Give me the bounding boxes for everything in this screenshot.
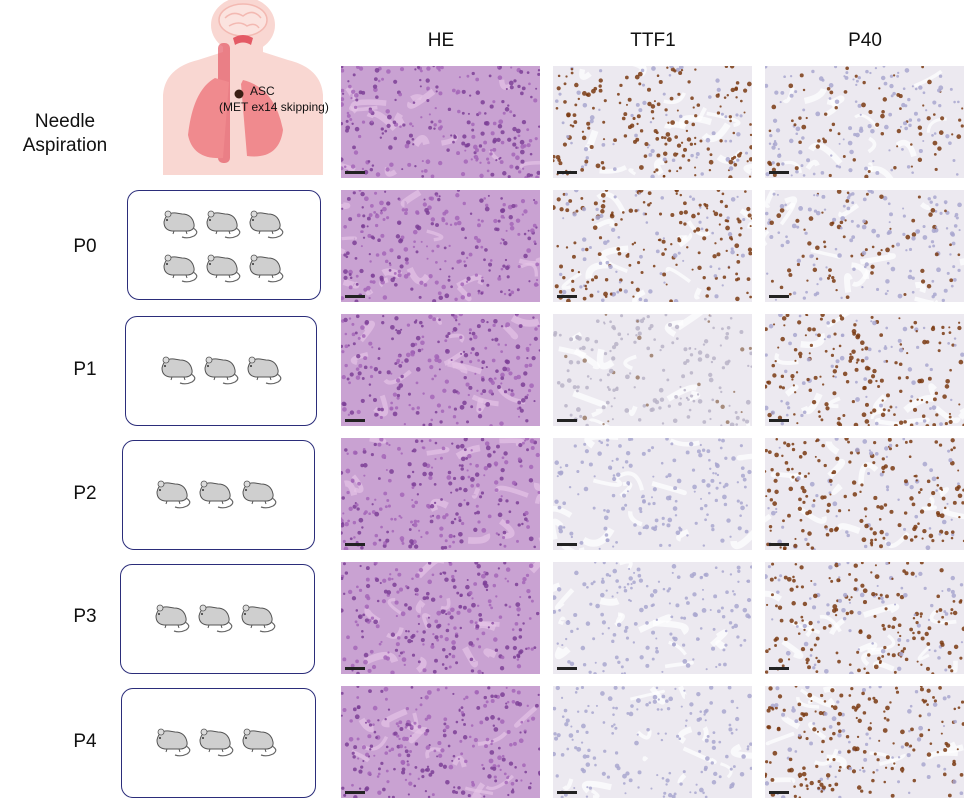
tile-p40-row4 xyxy=(765,562,964,674)
brain-icon xyxy=(218,3,268,37)
scale-bar xyxy=(769,295,789,298)
mouse-icon xyxy=(160,250,200,289)
column-header-he: HE xyxy=(427,30,455,51)
annotation-asc: ASC xyxy=(250,84,275,98)
scale-bar xyxy=(557,543,577,546)
mouse-icon xyxy=(203,206,243,245)
mouse-icon xyxy=(246,206,286,245)
mouse-icon xyxy=(153,476,193,515)
scale-bar xyxy=(769,667,789,670)
scale-bar xyxy=(345,791,365,794)
tile-ttf1-row0 xyxy=(553,66,752,178)
tile-ttf1-row4 xyxy=(553,562,752,674)
tile-p40-row5 xyxy=(765,686,964,798)
scale-bar xyxy=(345,171,365,174)
mouse-icon xyxy=(152,600,192,639)
mouse-icon xyxy=(203,250,243,289)
tile-p40-row1 xyxy=(765,190,964,302)
tile-he-row5 xyxy=(341,686,540,798)
mouse-icon xyxy=(244,352,284,391)
row-label-p3: P3 xyxy=(73,606,97,627)
lungs-icon xyxy=(188,78,283,159)
mouse-icon xyxy=(239,724,279,763)
mouse-icon xyxy=(238,600,278,639)
scale-bar xyxy=(769,171,789,174)
row-label-needle-aspiration: Needle Aspiration xyxy=(10,110,120,158)
row-label-p1: P1 xyxy=(73,359,97,380)
tile-ttf1-row5 xyxy=(553,686,752,798)
mouse-icon xyxy=(158,352,198,391)
scale-bar xyxy=(557,791,577,794)
scale-bar xyxy=(557,171,577,174)
tumor-marker-icon xyxy=(234,89,244,99)
scale-bar xyxy=(769,791,789,794)
tile-he-row2 xyxy=(341,314,540,426)
scale-bar xyxy=(557,667,577,670)
tile-ttf1-row1 xyxy=(553,190,752,302)
tile-he-row3 xyxy=(341,438,540,550)
mouse-icon xyxy=(246,250,286,289)
tile-ttf1-row2 xyxy=(553,314,752,426)
row-label-p0: P0 xyxy=(73,236,97,257)
human-torso-illustration xyxy=(163,0,323,175)
scale-bar xyxy=(345,419,365,422)
mouse-icon xyxy=(201,352,241,391)
annotation-met-skipping: (MET ex14 skipping) xyxy=(219,100,329,114)
mouse-icon xyxy=(195,600,235,639)
tile-ttf1-row3 xyxy=(553,438,752,550)
row-label-p4: P4 xyxy=(73,731,97,752)
column-header-p40: P40 xyxy=(848,30,882,51)
scale-bar xyxy=(345,667,365,670)
mouse-icon xyxy=(239,476,279,515)
row-label-p2: P2 xyxy=(73,483,97,504)
scale-bar xyxy=(557,419,577,422)
scale-bar xyxy=(769,419,789,422)
column-header-ttf1: TTF1 xyxy=(630,30,676,51)
tile-p40-row0 xyxy=(765,66,964,178)
row-label-line1: Needle xyxy=(34,111,96,132)
mouse-icon xyxy=(160,206,200,245)
mouse-box-p0 xyxy=(127,190,321,300)
mouse-icon xyxy=(196,476,236,515)
mouse-icon xyxy=(196,724,236,763)
scale-bar xyxy=(345,295,365,298)
scale-bar xyxy=(557,295,577,298)
mouse-icon xyxy=(153,724,193,763)
tile-he-row4 xyxy=(341,562,540,674)
tile-he-row0 xyxy=(341,66,540,178)
tile-p40-row3 xyxy=(765,438,964,550)
row-label-line2: Aspiration xyxy=(22,135,108,156)
scale-bar xyxy=(345,543,365,546)
scale-bar xyxy=(769,543,789,546)
tile-p40-row2 xyxy=(765,314,964,426)
tile-he-row1 xyxy=(341,190,540,302)
